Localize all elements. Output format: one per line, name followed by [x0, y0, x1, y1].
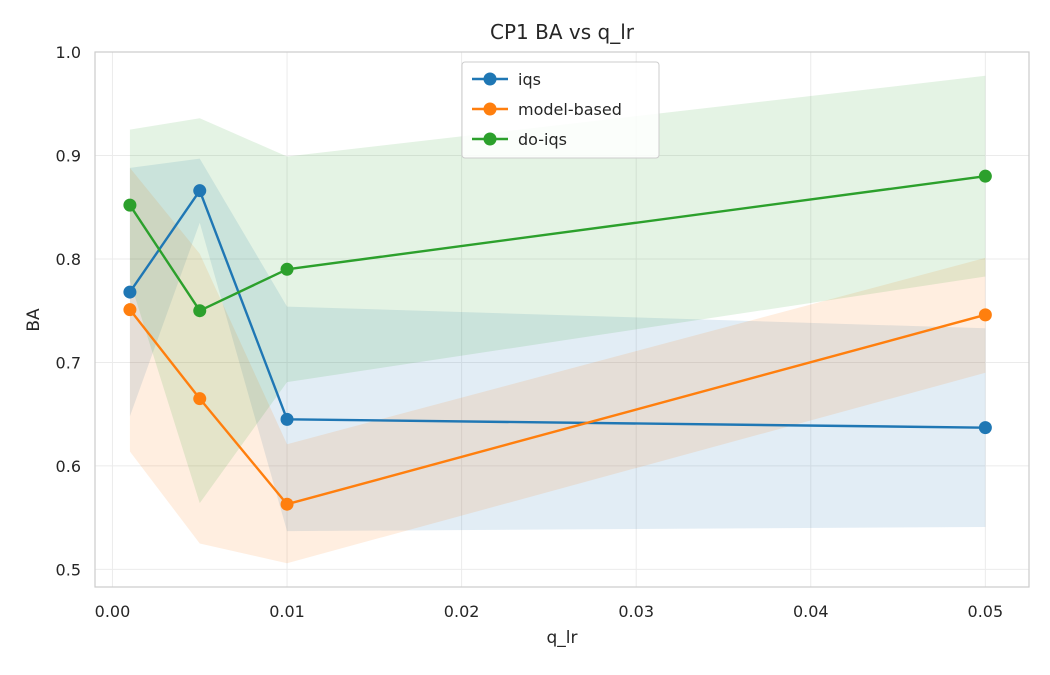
confidence-bands [129, 75, 986, 564]
x-axis-title: q_lr [546, 628, 577, 648]
data-point-model-based [123, 303, 137, 317]
y-tick-label: 0.8 [56, 250, 81, 269]
plot-frame [94, 51, 1030, 588]
data-point-do-iqs [123, 198, 137, 212]
data-point-do-iqs [193, 304, 207, 318]
series-line-do-iqs [128, 174, 986, 312]
confidence-band-iqs [129, 158, 986, 532]
x-tick-label: 0.02 [444, 602, 480, 621]
legend-marker-do-iqs [483, 132, 497, 146]
data-point-iqs [978, 421, 992, 435]
x-tick-label: 0.05 [968, 602, 1004, 621]
data-point-model-based [280, 497, 294, 511]
legend-marker-iqs [483, 72, 497, 86]
x-tick-label: 0.00 [95, 602, 131, 621]
legend-label-do-iqs: do-iqs [518, 130, 567, 149]
y-axis-title: BA [24, 308, 44, 332]
legend-label-model-based: model-based [518, 100, 622, 119]
y-tick-label: 0.7 [56, 353, 81, 372]
data-point-do-iqs [280, 262, 294, 276]
data-point-iqs [193, 184, 207, 198]
data-point-model-based [193, 392, 207, 406]
legend: iqs model-based do-iqs [461, 61, 660, 159]
series-line-iqs [128, 189, 986, 429]
legend-box [461, 61, 660, 159]
y-tick-labels: 0.5 0.6 0.7 0.8 0.9 1.0 [56, 43, 81, 579]
legend-marker-model-based [483, 102, 497, 116]
series-line-model-based [128, 308, 986, 506]
series-points [123, 169, 992, 511]
x-tick-label: 0.01 [269, 602, 305, 621]
data-point-iqs [280, 412, 294, 426]
series-lines [128, 174, 986, 506]
data-point-iqs [123, 285, 137, 299]
confidence-band-do-iqs [129, 75, 986, 504]
y-tick-label: 1.0 [56, 43, 81, 62]
y-tick-label: 0.6 [56, 457, 81, 476]
x-tick-label: 0.04 [793, 602, 829, 621]
x-tick-label: 0.03 [618, 602, 654, 621]
y-tick-label: 0.5 [56, 560, 81, 579]
chart-title: CP1 BA vs q_lr [490, 20, 635, 44]
data-point-do-iqs [978, 169, 992, 183]
data-point-model-based [978, 308, 992, 322]
legend-label-iqs: iqs [518, 70, 541, 89]
x-tick-labels: 0.00 0.01 0.02 0.03 0.04 0.05 [95, 602, 1004, 621]
confidence-band-model-based [129, 167, 986, 564]
y-tick-label: 0.9 [56, 146, 81, 165]
